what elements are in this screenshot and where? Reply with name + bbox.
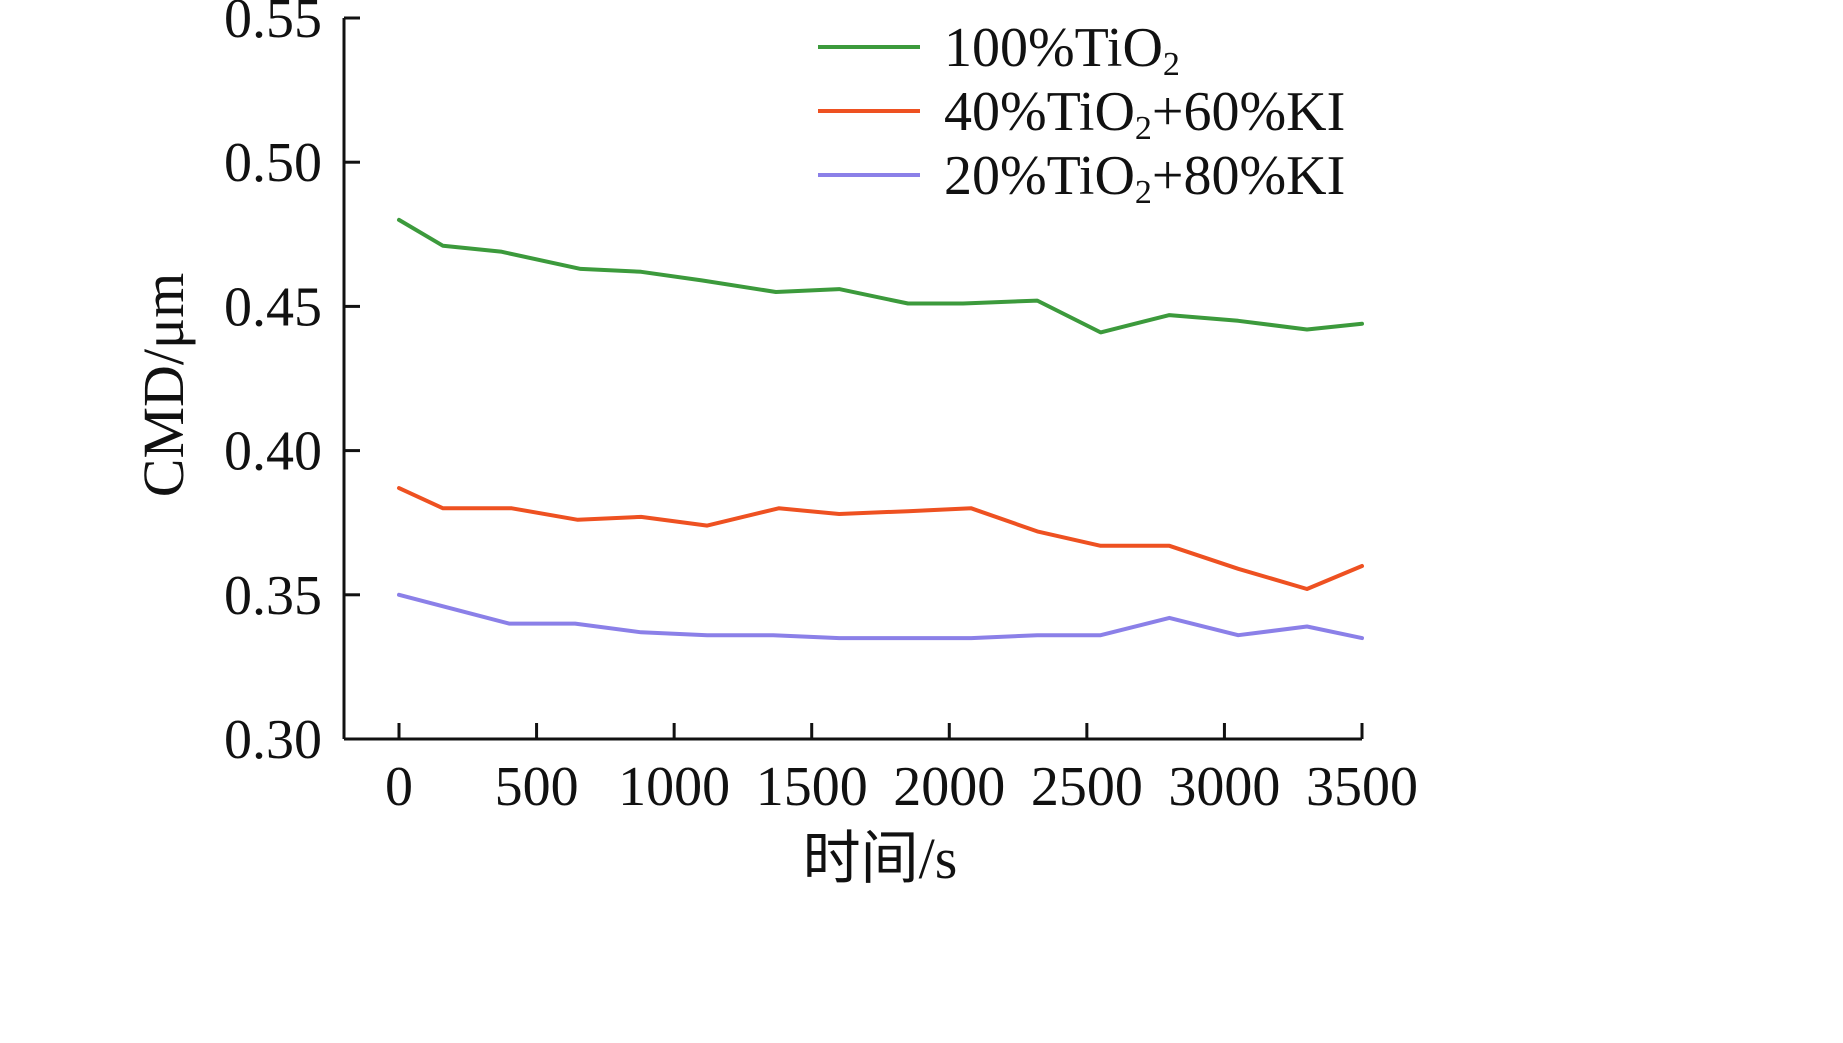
legend-label-tail: +80%KI (1152, 145, 1345, 207)
legend-label-subscript: 2 (1135, 174, 1152, 211)
y-tick-label: 0.50 (224, 132, 322, 194)
axes (342, 18, 1362, 741)
series-lines (397, 217, 1364, 641)
x-tick-label: 3500 (1306, 756, 1418, 818)
series-line-0 (397, 217, 1364, 335)
x-tick-label: 2000 (893, 756, 1005, 818)
legend-label-1: 40%TiO2+60%KI (944, 81, 1345, 147)
x-tick-label: 500 (495, 756, 579, 818)
legend-label-subscript: 2 (1163, 46, 1180, 83)
y-tick-label: 0.40 (224, 421, 322, 483)
y-tick-label: 0.35 (224, 565, 322, 627)
x-tick-label: 0 (385, 756, 413, 818)
y-tick-label: 0.45 (224, 276, 322, 338)
series-line-1 (397, 486, 1364, 591)
legend-label-main: 20%TiO (944, 145, 1135, 207)
series-line-2 (397, 592, 1364, 641)
y-tick-label: 0.55 (224, 0, 322, 50)
legend-label-subscript: 2 (1135, 110, 1152, 147)
x-ticks: 0 500 1000 1500 2000 2500 3000 3500 (385, 723, 1418, 818)
legend-label-main: 40%TiO (944, 81, 1135, 143)
y-tick-label: 0.30 (224, 709, 322, 771)
x-tick-label: 3000 (1168, 756, 1280, 818)
legend-label-tail: +60%KI (1152, 81, 1345, 143)
x-tick-label: 1000 (618, 756, 730, 818)
y-axis-title: CMD/μm (131, 273, 196, 497)
x-tick-label: 1500 (756, 756, 868, 818)
y-ticks: 0.30 0.35 0.40 0.45 0.50 0.55 (224, 0, 360, 771)
x-tick-label: 2500 (1031, 756, 1143, 818)
x-axis-title: 时间/s (803, 826, 958, 891)
legend-label-main: 100%TiO (944, 17, 1163, 79)
legend-label-0: 100%TiO2 (944, 17, 1180, 83)
legend-label-2: 20%TiO2+80%KI (944, 145, 1345, 211)
